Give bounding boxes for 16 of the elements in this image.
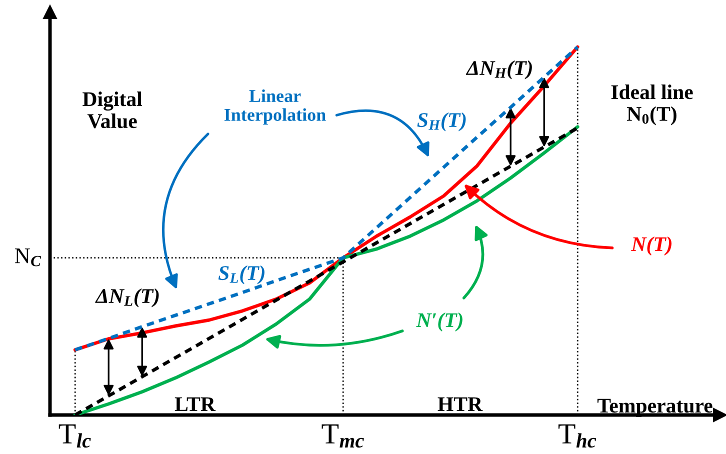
ref-line-label: N$_{C}$ [14,248,42,266]
x-tick-label: T$_{mc}$ [322,424,364,448]
text: N(T) [630,236,672,256]
x-tick-label: T$_{hc}$ [558,424,596,448]
annotation: ΔN$_{L}$(T) [95,288,159,308]
annotation: ΔN$_{H}$(T) [466,60,532,80]
y-axis-title: Digital Value [82,92,142,128]
annotation: S$_{L}$(T) [218,265,264,284]
series-label: Ideal line N$_{0}$(T) [611,84,693,126]
annotation: S$_{H}$(T) [417,112,466,132]
x-tick-label: T$_{lc}$ [58,424,91,448]
annotation: Linear Interpolation [224,89,326,125]
annotation: HTR [438,397,483,412]
text: N′(T) [416,312,462,332]
annotation: LTR [174,397,216,412]
x-axis-title: Temperature [597,398,712,417]
